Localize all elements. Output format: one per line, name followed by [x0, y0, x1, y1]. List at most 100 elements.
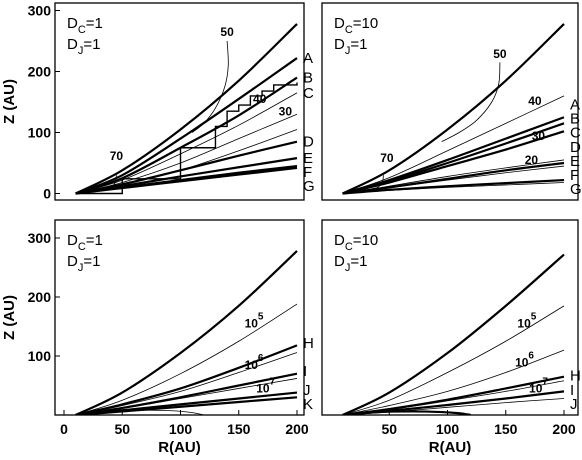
- param-dj-sub: J: [78, 45, 84, 57]
- annotation-base: 10: [517, 317, 531, 331]
- annotation-sup: 5: [258, 312, 264, 323]
- y-tick-label: 100: [28, 125, 52, 141]
- y-tick-label: 300: [28, 3, 52, 19]
- curve-label-g: G: [570, 181, 582, 198]
- annotation-label: 40: [253, 92, 267, 106]
- series-line: [342, 410, 471, 415]
- x-tick-label: 100: [436, 421, 460, 437]
- annotation-label: 50: [220, 25, 234, 39]
- x-tick-label: 100: [169, 421, 193, 437]
- series-line: [75, 303, 298, 415]
- series-line: [342, 165, 565, 194]
- series-line-g: [75, 166, 298, 195]
- param-dc-base: D: [334, 232, 345, 249]
- annotation-sup: 6: [258, 353, 264, 364]
- annotation-sup: 7: [542, 377, 548, 388]
- curve-label-a: A: [303, 50, 313, 67]
- param-dc-base: D: [334, 15, 345, 32]
- panel-frame: [321, 219, 579, 416]
- x-axis-label: R(AU): [158, 439, 201, 456]
- annotation-sup: 7: [270, 377, 276, 388]
- annotation-base: 10: [245, 317, 259, 331]
- param-dj-val: =1: [83, 253, 100, 270]
- curve-label-j: J: [303, 382, 311, 399]
- annotation-base: 10: [515, 356, 529, 370]
- x-tick-label: 150: [227, 421, 251, 437]
- series-line-f: [342, 178, 565, 195]
- param-dj-base: D: [334, 36, 345, 53]
- x-tick-label: 50: [381, 421, 397, 437]
- curve-label-g: G: [303, 178, 315, 195]
- annotation-base: 10: [245, 358, 259, 372]
- y-tick-label: 0: [43, 186, 51, 202]
- y-axis-label: Z (AU): [1, 79, 18, 124]
- series-line-g: [342, 182, 565, 194]
- param-dc-val: =1: [86, 232, 103, 249]
- param-dc-base: D: [67, 15, 78, 32]
- annotation-label: 50: [493, 47, 507, 61]
- y-tick-label: 200: [28, 289, 52, 305]
- curve-label-i: I: [570, 382, 574, 399]
- annotation-label: 20: [525, 153, 539, 167]
- param-dj: DJ=1: [334, 253, 367, 274]
- x-tick-label: 200: [285, 421, 309, 437]
- series-line: [75, 409, 204, 415]
- annotation-label: 30: [532, 129, 546, 143]
- param-dc: DC=10: [334, 232, 378, 253]
- series-line-h: [75, 344, 298, 415]
- x-tick-label: 50: [114, 421, 130, 437]
- param-dj-val: =1: [350, 253, 367, 270]
- annotation-label: 105: [245, 312, 264, 331]
- curve-label-j: J: [570, 396, 578, 413]
- annotation-label: 40: [528, 94, 542, 108]
- annotation-sup: 5: [531, 312, 537, 323]
- series-line-e: [342, 161, 565, 195]
- y-tick-label: 100: [28, 348, 52, 364]
- y-tick-label: 200: [28, 64, 52, 80]
- param-dj-sub: J: [345, 262, 351, 274]
- param-dc-val: =10: [353, 232, 378, 249]
- x-tick-label: 0: [60, 421, 68, 437]
- series-line: [371, 175, 384, 190]
- param-dc-sub: C: [78, 241, 86, 253]
- param-dc: DC=1: [67, 15, 103, 36]
- param-dc-val: =1: [86, 15, 103, 32]
- series-line: [191, 40, 229, 133]
- annotation-label: 107: [529, 377, 548, 396]
- series-line: [104, 175, 117, 190]
- curve-label-h: H: [303, 335, 314, 352]
- annotation-base: 10: [256, 382, 270, 396]
- annotation-base: 10: [529, 382, 543, 396]
- x-tick-label: 150: [494, 421, 518, 437]
- annotation-label: 106: [515, 351, 534, 370]
- series-line: [342, 305, 565, 415]
- curve-label-d: D: [303, 134, 314, 151]
- curve-label-b: B: [570, 110, 580, 127]
- series-line: [441, 62, 501, 143]
- annotation-label: 70: [380, 151, 394, 165]
- series-line-c: [342, 130, 565, 195]
- series-line: [342, 253, 565, 415]
- series-line: [342, 349, 565, 415]
- param-dj-val: =1: [350, 36, 367, 53]
- annotation-label: 70: [110, 149, 124, 163]
- param-dc: DC=10: [334, 15, 378, 36]
- annotation-label: 107: [256, 377, 275, 396]
- annotation-label: 105: [517, 312, 536, 331]
- series-line: [342, 23, 565, 195]
- series-line: [342, 95, 565, 194]
- curve-label-i: I: [303, 363, 307, 380]
- annotation-label: 30: [279, 104, 293, 118]
- series-line: [75, 352, 298, 415]
- panel-frame: [54, 2, 305, 201]
- param-dc-base: D: [67, 232, 78, 249]
- param-dj-base: D: [67, 36, 78, 53]
- curve-label-e: E: [570, 153, 580, 170]
- param-dj-val: =1: [83, 36, 100, 53]
- series-line: [75, 250, 298, 415]
- curve-label-f: F: [570, 167, 579, 184]
- curve-label-b: B: [303, 70, 313, 87]
